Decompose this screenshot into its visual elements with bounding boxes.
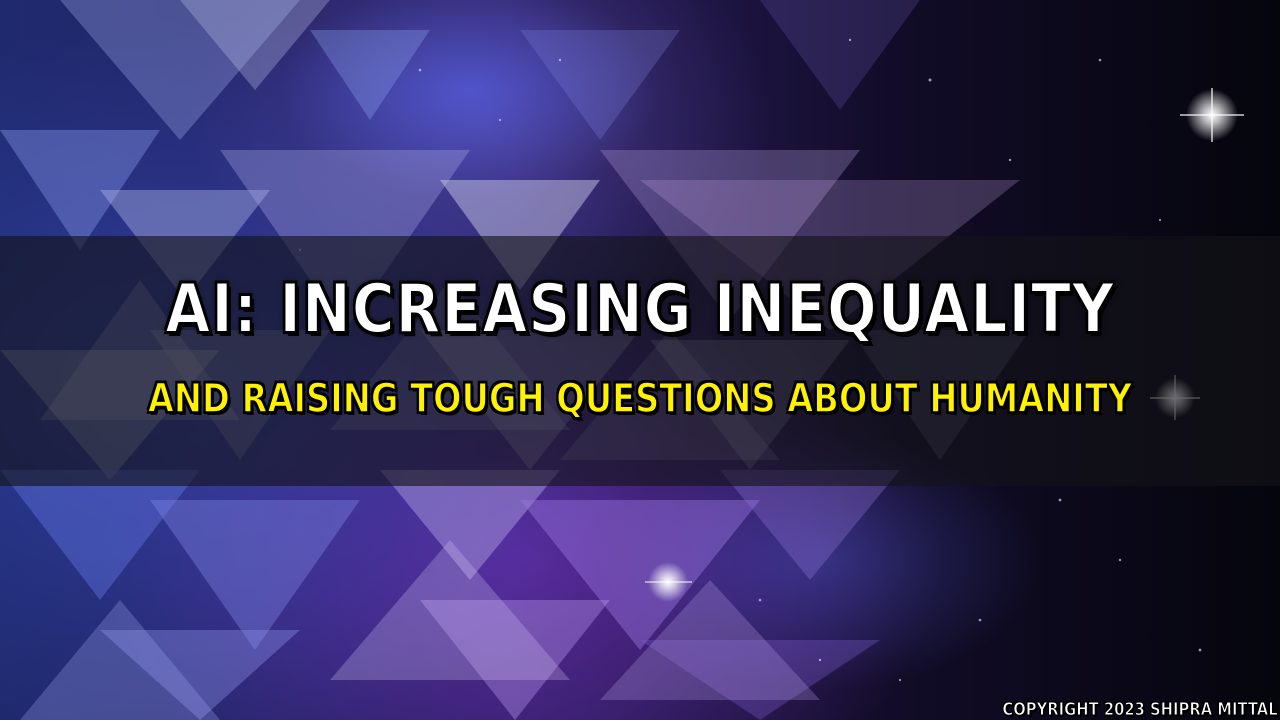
star-dust xyxy=(298,38,1202,682)
title-band xyxy=(0,236,1280,486)
copyright-notice: COPYRIGHT 2023 SHIPRA MITTAL xyxy=(1002,699,1278,720)
thumbnail-subtitle: AND RAISING TOUGH QUESTIONS ABOUT HUMANI… xyxy=(147,375,1133,423)
thumbnail-title: AI: INCREASING INEQUALITY xyxy=(164,269,1115,350)
